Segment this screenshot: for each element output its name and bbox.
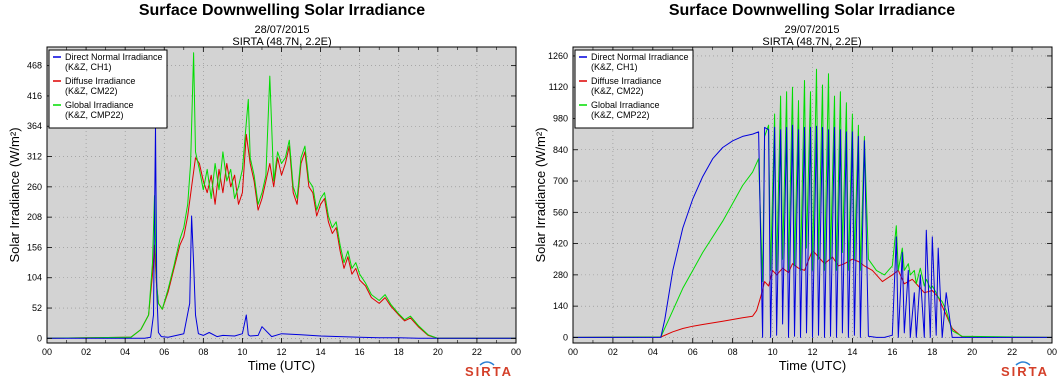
legend-entry-1: Direct Normal Irradiance xyxy=(65,52,163,62)
chart-1: Surface Downwelling Solar Irradiance 28/0… xyxy=(7,2,521,379)
series-line-3 xyxy=(47,52,516,339)
sirta-logo-arc xyxy=(479,361,495,366)
y-axis-label: Solar Irradiance (W/m²) xyxy=(533,127,548,262)
legend-entry-detail-1: (K&Z, CH1) xyxy=(591,62,638,72)
y-tick-label: 420 xyxy=(553,239,568,249)
x-tick-label: 00 xyxy=(568,347,578,357)
legend-entry-1: Direct Normal Irradiance xyxy=(591,52,689,62)
chart-site: SIRTA (48.7N, 2.2E) xyxy=(762,36,861,48)
sirta-logo-text: SIRTA xyxy=(465,364,513,379)
series-line-3 xyxy=(573,68,1052,338)
chart-date: 29/07/2015 xyxy=(784,24,839,36)
x-tick-label: 00 xyxy=(511,347,521,357)
x-tick-label: 20 xyxy=(433,347,443,357)
x-tick-label: 00 xyxy=(1047,347,1057,357)
chart-title: Surface Downwelling Solar Irradiance xyxy=(669,2,955,19)
sirta-logo: SIRTA xyxy=(465,361,513,379)
sirta-logo-arc xyxy=(1015,361,1031,366)
y-tick-label: 140 xyxy=(553,301,568,311)
sirta-logo: SIRTA xyxy=(1001,361,1049,379)
legend-entry-2: Diffuse Irradiance xyxy=(591,76,661,86)
y-tick-label: 468 xyxy=(27,61,42,71)
legend-box xyxy=(574,49,694,129)
legend: Direct Normal Irradiance(K&Z, CH1) Diffus… xyxy=(48,49,168,129)
x-tick-label: 14 xyxy=(316,347,326,357)
x-tick-label: 16 xyxy=(355,347,365,357)
y-tick-label: 312 xyxy=(27,152,42,162)
legend-entry-3: Global Irradiance xyxy=(65,100,134,110)
x-tick-label: 14 xyxy=(847,347,857,357)
y-tick-label: 416 xyxy=(27,91,42,101)
chart-title: Surface Downwelling Solar Irradiance xyxy=(139,2,425,19)
x-tick-label: 10 xyxy=(768,347,778,357)
legend-entry-detail-3: (K&Z, CMP22) xyxy=(65,110,124,120)
x-tick-label: 18 xyxy=(927,347,937,357)
y-tick-label: 840 xyxy=(553,145,568,155)
legend: Direct Normal Irradiance(K&Z, CH1) Diffus… xyxy=(574,49,694,129)
x-tick-label: 22 xyxy=(1007,347,1017,357)
y-tick-label: 208 xyxy=(27,212,42,222)
x-tick-label: 04 xyxy=(120,347,130,357)
legend-entry-detail-1: (K&Z, CH1) xyxy=(65,62,112,72)
x-tick-label: 22 xyxy=(472,347,482,357)
x-tick-label: 06 xyxy=(159,347,169,357)
sirta-logo-text: SIRTA xyxy=(1001,364,1049,379)
y-tick-label: 0 xyxy=(37,333,42,343)
chart-2: Surface Downwelling Solar Irradiance 29/0… xyxy=(533,2,1057,379)
x-tick-label: 06 xyxy=(688,347,698,357)
series-line-1 xyxy=(47,125,516,339)
y-tick-label: 156 xyxy=(27,242,42,252)
y-tick-label: 364 xyxy=(27,121,42,131)
y-tick-label: 104 xyxy=(27,273,42,283)
series-group xyxy=(47,52,516,339)
x-tick-label: 08 xyxy=(728,347,738,357)
y-axis-label: Solar Irradiance (W/m²) xyxy=(7,127,22,262)
chart-site: SIRTA (48.7N, 2.2E) xyxy=(232,36,331,48)
x-axis-label: Time (UTC) xyxy=(779,358,846,373)
y-tick-label: 560 xyxy=(553,207,568,217)
x-axis-label: Time (UTC) xyxy=(248,358,315,373)
x-tick-label: 02 xyxy=(608,347,618,357)
legend-entry-3: Global Irradiance xyxy=(591,100,660,110)
x-tick-label: 04 xyxy=(648,347,658,357)
grid xyxy=(47,47,516,343)
x-tick-label: 12 xyxy=(276,347,286,357)
chart-date: 28/07/2015 xyxy=(254,24,309,36)
x-tick-label: 12 xyxy=(807,347,817,357)
y-tick-label: 260 xyxy=(27,182,42,192)
y-tick-label: 1120 xyxy=(549,82,568,92)
legend-entry-detail-2: (K&Z, CM22) xyxy=(591,86,644,96)
grid xyxy=(573,47,1052,343)
x-tick-label: 08 xyxy=(198,347,208,357)
y-tick-label: 52 xyxy=(32,303,42,313)
legend-entry-detail-2: (K&Z, CM22) xyxy=(65,86,118,96)
legend-entry-detail-3: (K&Z, CMP22) xyxy=(591,110,650,120)
x-tick-label: 16 xyxy=(887,347,897,357)
x-tick-label: 18 xyxy=(394,347,404,357)
series-line-2 xyxy=(47,133,516,339)
legend-entry-2: Diffuse Irradiance xyxy=(65,76,135,86)
y-tick-label: 0 xyxy=(563,332,568,342)
y-tick-label: 280 xyxy=(553,270,568,280)
series-group xyxy=(573,68,1052,338)
y-tick-label: 700 xyxy=(553,176,568,186)
x-tick-label: 10 xyxy=(237,347,247,357)
x-tick-label: 00 xyxy=(42,347,52,357)
series-line-1 xyxy=(573,124,1052,338)
x-tick-label: 20 xyxy=(967,347,977,357)
y-tick-label: 1260 xyxy=(548,51,568,61)
x-tick-label: 02 xyxy=(81,347,91,357)
y-tick-label: 980 xyxy=(553,113,568,123)
legend-box xyxy=(48,49,168,129)
